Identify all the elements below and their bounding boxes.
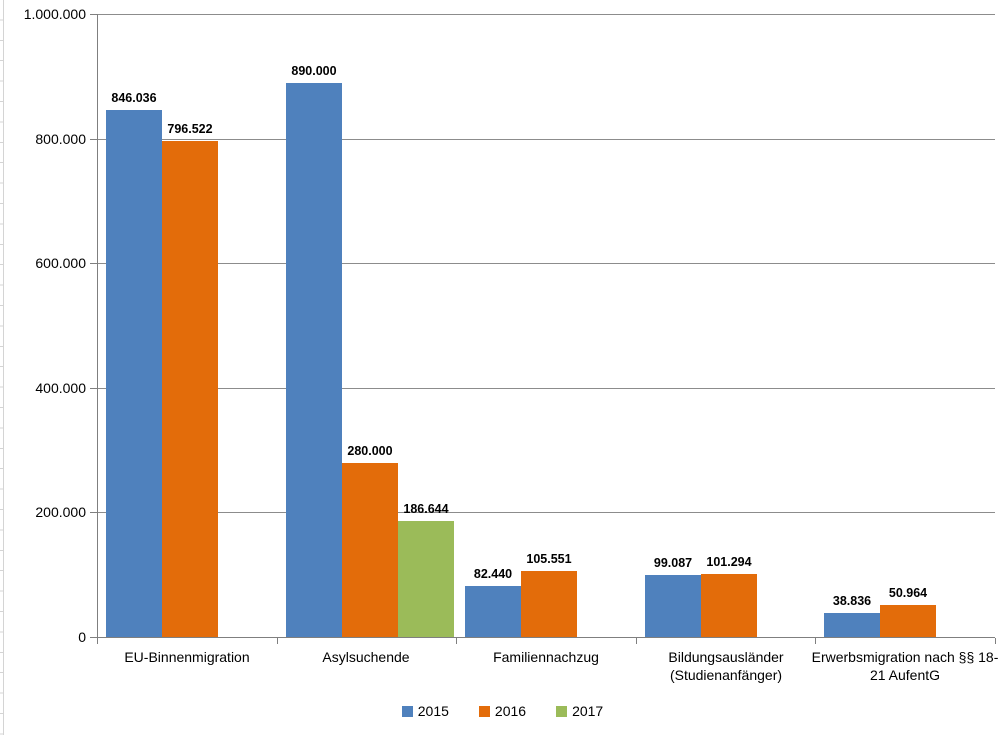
legend-label: 2016 — [494, 703, 527, 719]
x-axis-tick — [456, 638, 457, 644]
bar-2016 — [701, 574, 757, 637]
bar-value-label: 846.036 — [111, 91, 157, 105]
bar-value-label: 186.644 — [403, 502, 449, 516]
y-axis-tick — [90, 139, 97, 140]
gridline — [97, 263, 995, 264]
y-axis-tick-label: 0 — [78, 629, 86, 645]
bar-2016 — [162, 141, 218, 637]
bar-2016 — [880, 605, 936, 637]
category-label: Familiennachzug — [493, 649, 599, 665]
bar-value-label: 38.836 — [832, 594, 872, 608]
gridline — [97, 14, 995, 15]
y-axis-tick-label: 200.000 — [35, 504, 86, 520]
y-axis-tick-label: 400.000 — [35, 380, 86, 396]
category-label: Asylsuchende — [322, 649, 410, 665]
x-axis-tick — [995, 638, 996, 644]
bar-value-label: 101.294 — [706, 555, 752, 569]
gridline — [97, 388, 995, 389]
bar-value-label: 890.000 — [291, 64, 337, 78]
legend-swatch-icon — [478, 705, 490, 717]
y-axis — [97, 14, 98, 637]
bar-value-label: 50.964 — [888, 586, 928, 600]
bar-2016 — [521, 571, 577, 637]
x-axis-tick — [815, 638, 816, 644]
bar-2017 — [398, 521, 454, 637]
y-axis-tick — [90, 14, 97, 15]
bar-value-label: 280.000 — [347, 444, 393, 458]
y-axis-tick — [90, 388, 97, 389]
bar-value-label: 796.522 — [167, 122, 213, 136]
x-axis-tick — [277, 638, 278, 644]
legend-item-2015: 2015 — [401, 703, 449, 719]
bar-value-label: 105.551 — [526, 552, 572, 566]
x-axis-tick — [636, 638, 637, 644]
category-label: Erwerbsmigration nach §§ 18-21 AufentG — [811, 649, 999, 684]
y-axis-tick — [90, 512, 97, 513]
y-axis-tick-label: 800.000 — [35, 131, 86, 147]
category-label: EU-Binnenmigration — [124, 649, 250, 665]
bar-value-label: 82.440 — [473, 567, 513, 581]
bar-2015 — [824, 613, 880, 637]
category-label: Bildungsausländer (Studienanfänger) — [668, 649, 784, 684]
gridline — [97, 512, 995, 513]
legend-label: 2015 — [417, 703, 449, 719]
bar-2015 — [465, 586, 521, 637]
y-axis-tick — [90, 637, 97, 638]
y-axis-tick — [90, 263, 97, 264]
bar-value-label: 99.087 — [653, 556, 693, 570]
y-axis-tick-label: 1.000.000 — [23, 6, 86, 22]
legend-swatch-icon — [401, 705, 413, 717]
gridline — [97, 139, 995, 140]
x-axis — [97, 637, 995, 638]
legend-swatch-icon — [556, 705, 568, 717]
bar-2015 — [645, 575, 701, 637]
worksheet-gridline-sliver — [0, 0, 4, 735]
legend-item-2016: 2016 — [478, 703, 527, 719]
bar-2016 — [342, 463, 398, 637]
legend-label: 2017 — [572, 703, 604, 719]
legend: 2015 2016 2017 — [0, 703, 1005, 719]
x-axis-tick — [97, 638, 98, 644]
bar-2015 — [286, 83, 342, 637]
y-axis-tick-label: 600.000 — [35, 255, 86, 271]
legend-item-2017: 2017 — [556, 703, 603, 719]
bar-2015 — [106, 110, 162, 637]
